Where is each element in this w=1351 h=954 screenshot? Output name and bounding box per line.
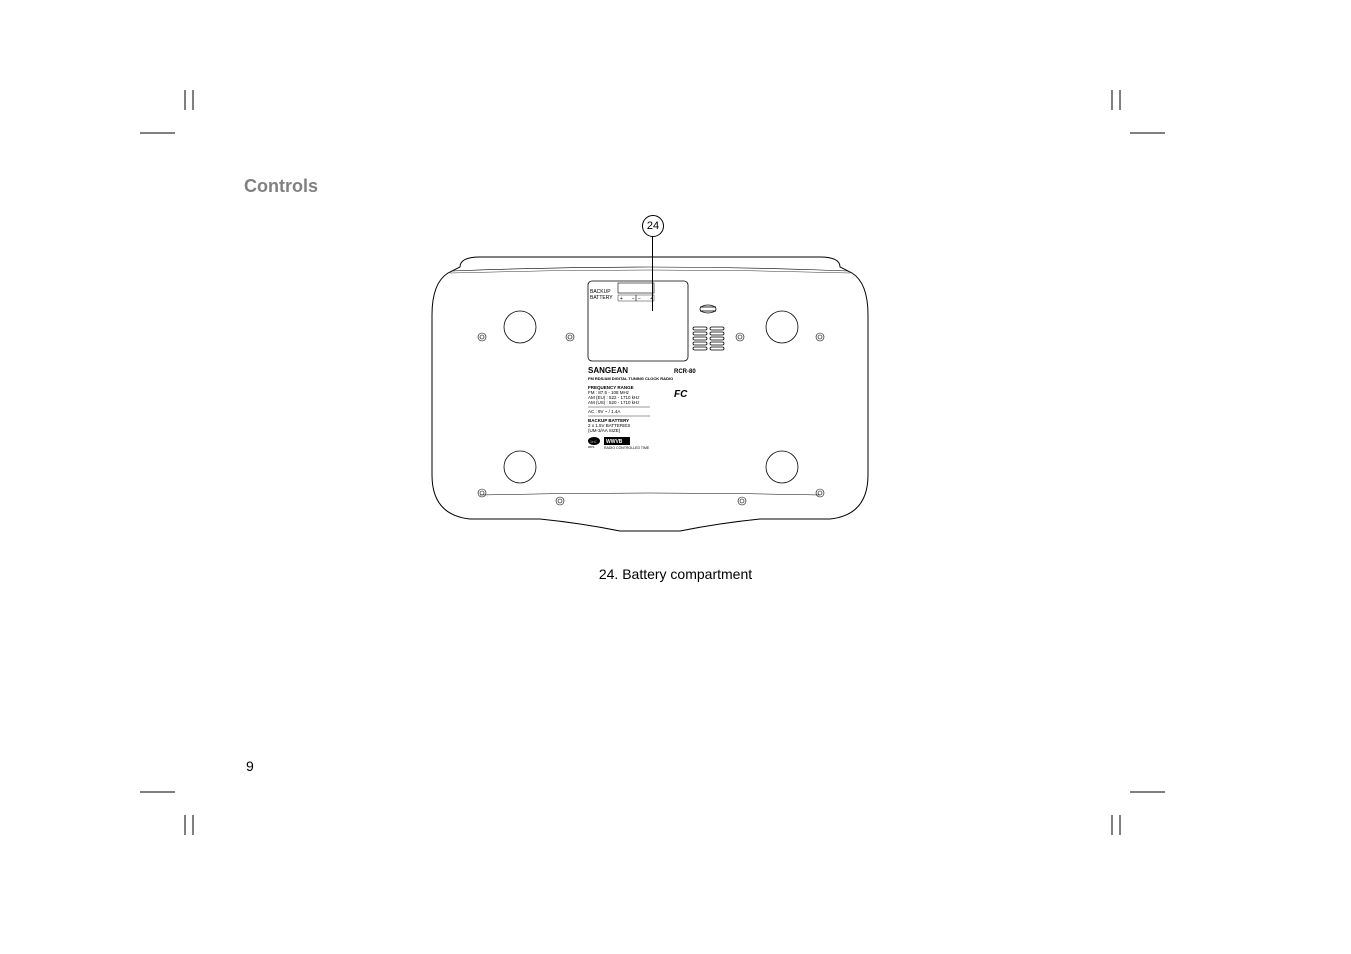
- radio-bottom-diagram: 24 BACKUP BATTERY + − − +: [420, 215, 880, 545]
- svg-text:AC : 9V ~ / 1.4A: AC : 9V ~ / 1.4A: [588, 409, 620, 414]
- svg-text:SANGEAN: SANGEAN: [588, 366, 628, 375]
- svg-text:−: −: [638, 296, 641, 302]
- page-number: 9: [246, 758, 254, 774]
- svg-text:AM (US) : 520 - 1710 kHz: AM (US) : 520 - 1710 kHz: [588, 400, 640, 405]
- svg-text:+: +: [620, 296, 623, 302]
- radio-svg: BACKUP BATTERY + − − +: [420, 215, 880, 545]
- section-title: Controls: [244, 176, 318, 197]
- svg-text:FM RDS/AM DIGITAL TUNING CLOCK: FM RDS/AM DIGITAL TUNING CLOCK RADIO: [588, 376, 673, 381]
- svg-text:RCR-80: RCR-80: [674, 369, 696, 375]
- callout-leader-line: [652, 236, 653, 311]
- diagram-caption: 24. Battery compartment: [0, 566, 1351, 582]
- svg-text:RADIO CONTROLLED TIME: RADIO CONTROLLED TIME: [604, 446, 650, 450]
- callout-number-24: 24: [642, 215, 664, 237]
- svg-text:RDS: RDS: [588, 445, 594, 449]
- svg-text:FC: FC: [674, 389, 688, 400]
- battery-label: BATTERY: [590, 295, 613, 301]
- svg-text:WWVB: WWVB: [606, 439, 623, 445]
- svg-text:(UM-3/AA SIZE): (UM-3/AA SIZE): [588, 428, 621, 433]
- svg-text:−: −: [632, 296, 635, 302]
- svg-text:⊃⊂: ⊃⊂: [590, 439, 597, 444]
